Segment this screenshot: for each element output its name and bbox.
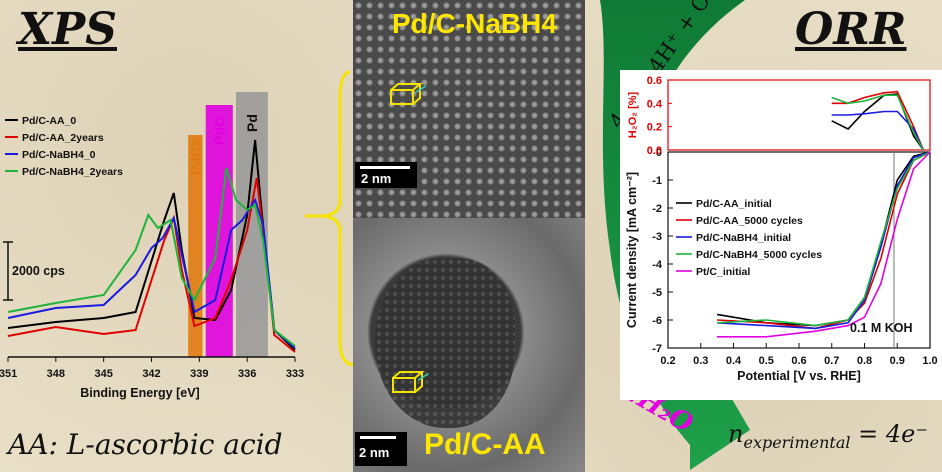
orr-lsv-series-3 [717,151,931,327]
xps-legend-label: Pd/C-NaBH4_2years [22,166,123,178]
orr-legend-label: Pd/C-NaBH4_initial [696,232,791,244]
xps-scale-bar: 2000 cps [3,241,65,301]
lattice-cube-bottom [392,371,429,393]
orr-lsv-series-2 [717,151,931,330]
orr-legend-label: Pd/C-NaBH4_5000 cycles [696,249,822,261]
orr-y2-axis-label: H₂O₂ [%] [627,91,639,138]
orr-chart-panel [620,70,942,400]
xps-x-tick-label: 333 [286,368,304,380]
orr-x-tick-label: 0.7 [824,355,839,367]
orr-h2o2-frame [667,79,931,151]
orr-x-tick-label: 1.0 [922,355,937,367]
xps-scale-bar-label: 2000 cps [12,264,65,278]
orr-y-tick-label: -7 [652,343,662,355]
orr-title: ORR [795,4,907,55]
orr-legend-label: Pd/C-AA_5000 cycles [696,215,803,227]
orr-x-axis-label: Potential [V vs. RHE] [737,369,861,383]
orr-x-tick-label: 0.3 [693,355,708,367]
orr-chart: 0.2 0.3 0.4 0.5 0.6 0.7 0.8 0.9 1.0 0 -1 -2 -3 -4 -5 -6… [625,75,938,383]
xps-x-tick-label: 339 [190,368,208,380]
xps-series-0 [7,139,296,351]
tem-scale-top: 2 nm [355,162,417,188]
xps-series-1 [7,177,296,353]
orr-x-tick-label: 0.2 [660,355,675,367]
xps-band-label-0: PdOx [187,138,203,175]
orr-y2-tick-label: 0.0 [647,145,662,157]
xps-x-tick-label: 345 [94,368,112,380]
tem-scale-bottom: 2 nm [355,432,407,466]
connector-bracket [305,70,356,367]
xps-title: XPS [18,4,117,55]
xps-x-axis-label: Binding Energy [eV] [80,386,199,400]
orr-y-tick-label: -3 [652,231,662,243]
tem-top-label: Pd/C-NaBH4 [392,8,557,39]
orr-y2-tick-label: 0.4 [647,98,663,110]
xps-series-3 [7,167,296,347]
n-experimental-label: nexperimental = 4e⁻ [728,420,928,452]
lattice-cube-top [390,83,427,105]
tem-particle [375,258,515,428]
xps-x-tick-label: 342 [142,368,160,380]
orr-legend-label: Pt/C_initial [696,266,750,278]
orr-x-tick-label: 0.4 [726,355,742,367]
orr-x-tick-label: 0.6 [791,355,806,367]
orr-y-tick-label: -4 [652,259,663,271]
xps-band-label-2: Pd [244,114,260,132]
orr-y2-tick-label: 0.6 [647,75,662,87]
orr-x-tick-label: 0.8 [857,355,872,367]
xps-x-tick-label: 351 [0,368,17,380]
orr-h2o2-series-2 [831,110,925,151]
orr-y2-tick-label: 0.2 [647,122,662,134]
orr-h2o2-series-3 [831,94,925,151]
xps-series-2 [7,197,296,349]
orr-lsv-series-1 [717,151,931,330]
tem-bottom-label: Pd/C-AA [424,428,546,461]
xps-legend-label: Pd/C-AA_2years [22,132,104,144]
orr-annotation: 0.1 M KOH [850,321,913,335]
xps-band-label-1: PdO [211,116,227,145]
xps-x-tick-label: 336 [238,368,256,380]
xps-chart: PdOx PdO Pd 351 348 345 342 339 336 333 Binding E… [0,92,304,400]
orr-x-tick-label: 0.9 [890,355,905,367]
orr-y-tick-label: -2 [652,203,662,215]
orr-y-tick-label: -1 [652,175,662,187]
xps-x-tick-label: 348 [47,368,65,380]
orr-y-tick-label: -6 [652,315,662,327]
footnote: AA: L-ascorbic acid [8,428,283,461]
orr-legend-label: Pd/C-AA_initial [696,198,772,210]
orr-y-tick-label: 0 [656,147,662,159]
xps-legend-label: Pd/C-AA_0 [22,115,76,127]
orr-x-tick-label: 0.5 [759,355,774,367]
xps-legend-label: Pd/C-NaBH4_0 [22,149,96,161]
orr-y-axis-label: Current density [mA cm⁻²] [625,172,639,328]
orr-y-tick-label: -5 [652,287,662,299]
orr-lsv-series-4 [717,151,931,338]
